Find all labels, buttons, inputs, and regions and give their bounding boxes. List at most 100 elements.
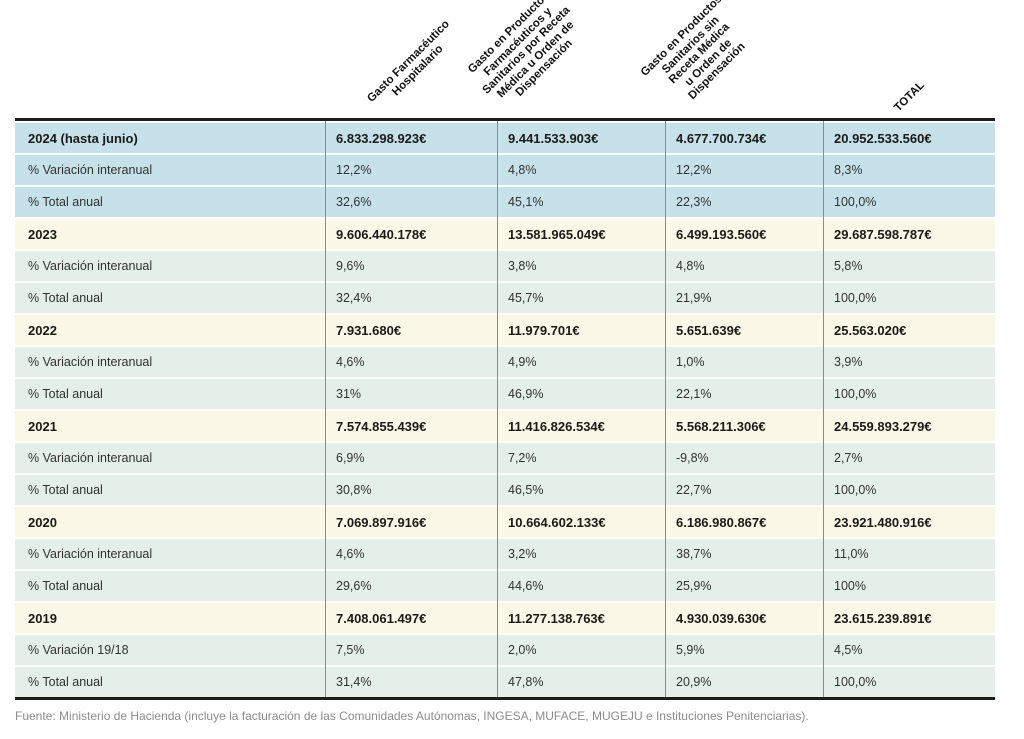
value-cell: 9,6% (336, 259, 365, 273)
value-cell: 2,0% (508, 643, 537, 657)
metric-row: % Variación interanual 9,6% 3,8% 4,8% 5,8% (15, 251, 995, 281)
value-cell: 29.687.598.787€ (834, 226, 932, 242)
value-cell: 46,5% (508, 483, 544, 497)
row-label: % Variación interanual (28, 451, 153, 465)
value-cell: 100,0% (834, 483, 877, 497)
row-label: % Total anual (28, 195, 103, 209)
value-cell: 45,1% (508, 195, 544, 209)
row-label: 2021 (28, 418, 57, 434)
value-cell: 25,9% (676, 579, 712, 593)
value-cell: 38,7% (676, 547, 712, 561)
value-cell: 25.563.020€ (834, 322, 907, 338)
value-cell: 6.186.980.867€ (676, 514, 767, 530)
value-cell: 7.931.680€ (336, 322, 402, 338)
value-cell: 7.069.897.916€ (336, 514, 427, 530)
row-label: % Total anual (28, 483, 103, 497)
value-cell: 21,9% (676, 291, 712, 305)
value-cell: 23.921.480.916€ (834, 514, 932, 530)
row-label: 2019 (28, 610, 57, 626)
metric-row: % Variación interanual 6,9% 7,2% -9,8% 2,7% (15, 443, 995, 473)
row-label: 2024 (hasta junio) (28, 130, 138, 146)
source-note: Fuente: Ministerio de Hacienda (incluye … (15, 709, 809, 723)
value-cell: 20.952.533.560€ (834, 130, 932, 146)
row-label: % Variación 19/18 (28, 643, 129, 657)
metric-row: % Variación interanual 4,6% 3,2% 38,7% 11,0% (15, 539, 995, 569)
column-divider (665, 121, 666, 697)
value-cell: 2,7% (834, 451, 863, 465)
value-cell: 5.568.211.306€ (676, 418, 766, 434)
value-cell: 11,0% (834, 547, 869, 561)
year-row: 2024 (hasta junio) 6.833.298.923€ 9.441.53… (15, 123, 995, 153)
value-cell: 8,3% (834, 163, 863, 177)
metric-row: % Total anual 32,6% 45,1% 22,3% 100,0% (15, 187, 995, 217)
value-cell: 44,6% (508, 579, 544, 593)
value-cell: 100,0% (834, 387, 877, 401)
metric-row: % Total anual 30,8% 46,5% 22,7% 100,0% (15, 475, 995, 505)
column-divider (325, 121, 326, 697)
column-header-2: Gasto en Productos Farmacéuticos y Sanitar… (465, 0, 576, 100)
value-cell: 24.559.893.279€ (834, 418, 932, 434)
year-row: 2023 9.606.440.178€ 13.581.965.049€ 6.499.1… (15, 219, 995, 249)
row-label: 2020 (28, 514, 57, 530)
metric-row: % Variación interanual 12,2% 4,8% 12,2% 8,3% (15, 155, 995, 185)
metric-row: % Total anual 29,6% 44,6% 25,9% 100% (15, 571, 995, 601)
row-label: 2022 (28, 322, 57, 338)
value-cell: 29,6% (336, 579, 372, 593)
row-label: % Total anual (28, 291, 103, 305)
value-cell: 100% (834, 579, 866, 593)
row-label: % Total anual (28, 675, 103, 689)
value-cell: 22,7% (676, 483, 712, 497)
value-cell: 9.606.440.178€ (336, 226, 427, 242)
value-cell: 32,4% (336, 291, 372, 305)
metric-row: % Variación interanual 4,6% 4,9% 1,0% 3,9% (15, 347, 995, 377)
value-cell: 23.615.239.891€ (834, 610, 932, 626)
value-cell: 3,8% (508, 259, 537, 273)
value-cell: 11.416.826.534€ (508, 418, 605, 434)
year-row: 2021 7.574.855.439€ 11.416.826.534€ 5.568.2… (15, 411, 995, 441)
value-cell: 12,2% (336, 163, 372, 177)
metric-row: % Variación 19/18 7,5% 2,0% 5,9% 4,5% (15, 635, 995, 665)
column-header-1: Gasto Farmacéutico Hospitalario (365, 18, 452, 105)
value-cell: 31,4% (336, 675, 372, 689)
row-label: % Variación interanual (28, 163, 153, 177)
value-cell: 45,7% (508, 291, 544, 305)
value-cell: 4,6% (336, 355, 365, 369)
value-cell: 4.930.039.630€ (676, 610, 767, 626)
row-label: % Variación interanual (28, 355, 153, 369)
expense-table: 2024 (hasta junio) 6.833.298.923€ 9.441.53… (15, 118, 995, 700)
value-cell: 4,6% (336, 547, 365, 561)
column-header-3: Gasto en Productos Sanitarios sin Receta M… (638, 0, 748, 102)
year-row: 2022 7.931.680€ 11.979.701€ 5.651.639€ 25.56… (15, 315, 995, 345)
value-cell: 46,9% (508, 387, 544, 401)
value-cell: 47,8% (508, 675, 544, 689)
value-cell: -9,8% (676, 451, 709, 465)
value-cell: 22,1% (676, 387, 712, 401)
value-cell: 5,9% (676, 643, 705, 657)
metric-row: % Total anual 32,4% 45,7% 21,9% 100,0% (15, 283, 995, 313)
value-cell: 4,5% (834, 643, 863, 657)
value-cell: 7,5% (336, 643, 365, 657)
value-cell: 6.499.193.560€ (676, 226, 767, 242)
row-label: % Total anual (28, 387, 103, 401)
value-cell: 3,2% (508, 547, 537, 561)
value-cell: 4.677.700.734€ (676, 130, 767, 146)
value-cell: 6,9% (336, 451, 365, 465)
value-cell: 100,0% (834, 675, 877, 689)
value-cell: 22,3% (676, 195, 712, 209)
value-cell: 12,2% (676, 163, 712, 177)
value-cell: 30,8% (336, 483, 372, 497)
row-label: 2023 (28, 226, 57, 242)
value-cell: 5,8% (834, 259, 863, 273)
value-cell: 20,9% (676, 675, 712, 689)
column-divider (823, 121, 824, 697)
column-divider (497, 121, 498, 697)
value-cell: 9.441.533.903€ (508, 130, 599, 146)
value-cell: 3,9% (834, 355, 863, 369)
value-cell: 13.581.965.049€ (508, 226, 606, 242)
value-cell: 6.833.298.923€ (336, 130, 427, 146)
column-header-4: TOTAL (892, 78, 927, 114)
metric-row: % Total anual 31,4% 47,8% 20,9% 100,0% (15, 667, 995, 697)
metric-row: % Total anual 31% 46,9% 22,1% 100,0% (15, 379, 995, 409)
year-row: 2020 7.069.897.916€ 10.664.602.133€ 6.186.9… (15, 507, 995, 537)
value-cell: 7.574.855.439€ (336, 418, 427, 434)
